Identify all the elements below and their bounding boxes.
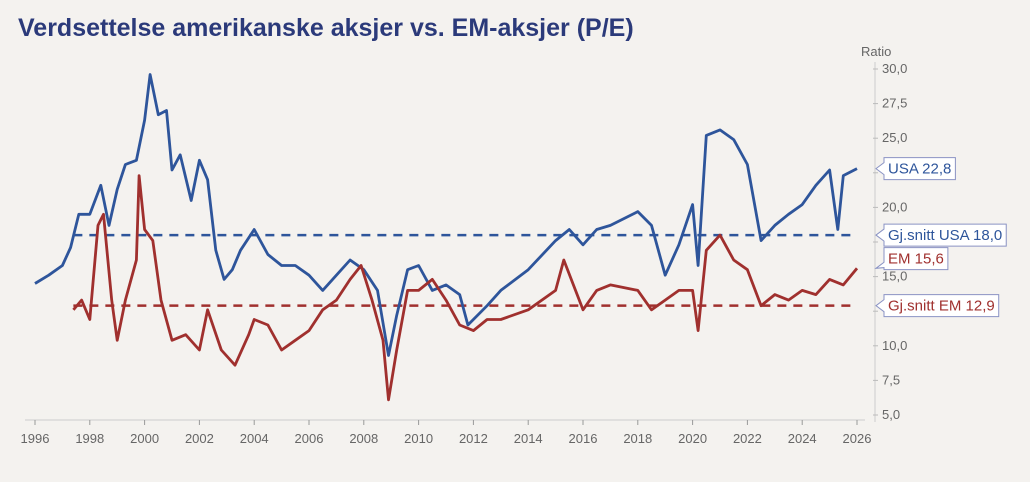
x-tick-label: 2000 — [130, 431, 159, 446]
y-tick-label: 5,0 — [882, 407, 900, 422]
annotation-box — [875, 294, 1000, 318]
x-tick-label: 2024 — [788, 431, 817, 446]
x-tick-label: 2004 — [240, 431, 269, 446]
x-tick-label: 2014 — [514, 431, 543, 446]
y-tick-label: 10,0 — [882, 338, 907, 353]
x-tick-label: 2022 — [733, 431, 762, 446]
x-tick-label: 2018 — [623, 431, 652, 446]
x-tick-label: 2010 — [404, 431, 433, 446]
annotation-label: USA 22,8 — [888, 161, 951, 178]
annotation-box — [875, 223, 1007, 247]
chart-title: Verdsettelse amerikanske aksjer vs. EM-a… — [18, 14, 634, 42]
annotation-box — [874, 247, 949, 271]
x-tick-label: 1996 — [21, 431, 50, 446]
x-tick-label: 2008 — [349, 431, 378, 446]
annotation-label: Gj.snitt USA 18,0 — [888, 227, 1002, 244]
y-tick-label: 7,5 — [882, 372, 900, 387]
x-tick-label: 2020 — [678, 431, 707, 446]
x-tick-label: 1998 — [75, 431, 104, 446]
x-tick-label: 2026 — [843, 431, 872, 446]
y-tick-label: 27,5 — [882, 96, 907, 111]
y-axis-title: Ratio — [861, 44, 891, 59]
series-line-usa — [34, 73, 858, 357]
y-tick-label: 30,0 — [882, 61, 907, 76]
y-tick-label: 20,0 — [882, 199, 907, 214]
annotation-label: EM 15,6 — [888, 251, 944, 268]
y-tick-label: 25,0 — [882, 130, 907, 145]
x-tick-label: 2006 — [295, 431, 324, 446]
x-tick-label: 2002 — [185, 431, 214, 446]
x-tick-label: 2016 — [569, 431, 598, 446]
annotation-box — [875, 157, 956, 181]
annotation-label: Gj.snitt EM 12,9 — [888, 298, 995, 315]
series-line-em — [72, 174, 859, 402]
x-tick-label: 2012 — [459, 431, 488, 446]
y-tick-label: 15,0 — [882, 269, 907, 284]
